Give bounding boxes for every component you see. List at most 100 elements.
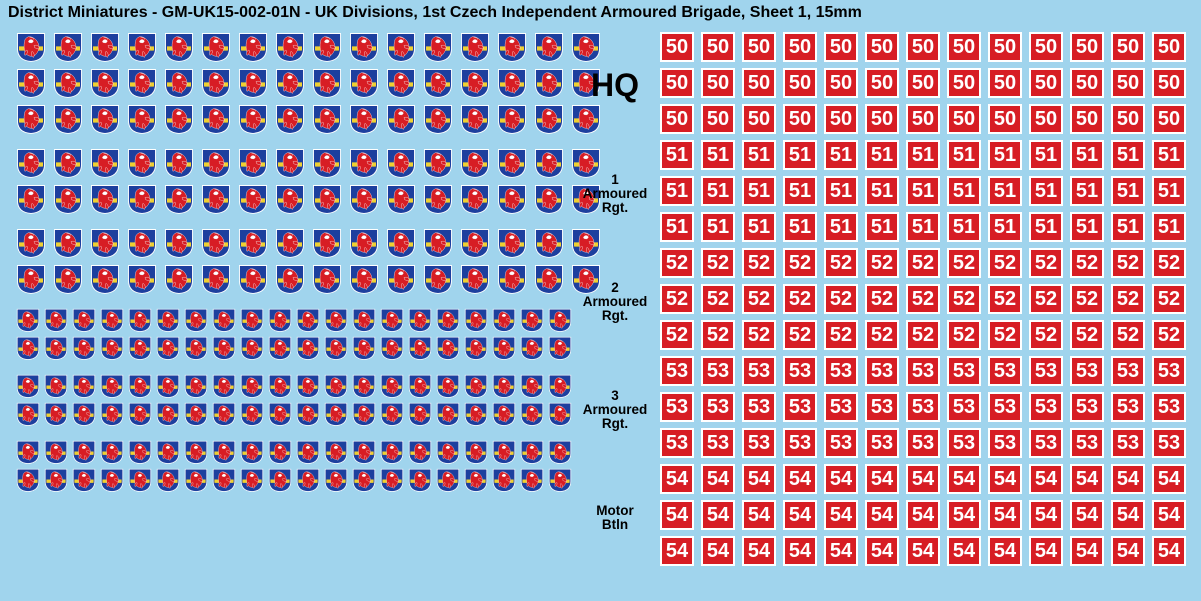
czech-lion-shield-icon: [497, 228, 527, 258]
unit-number-decal: 50: [1111, 68, 1145, 98]
unit-number-decal: 52: [701, 248, 735, 278]
czech-lion-shield-icon: [164, 264, 194, 294]
unit-number-decal: 51: [824, 212, 858, 242]
czech-lion-shield-icon: [156, 308, 180, 332]
unit-number-decal: 50: [701, 68, 735, 98]
czech-lion-shield-icon: [423, 32, 453, 62]
decal-rows: 5252525252525252525252525252525252525252…: [660, 248, 1186, 356]
czech-lion-shield-icon: [268, 468, 292, 492]
unit-number-decal: 54: [1070, 536, 1104, 566]
unit-number-decal: 51: [947, 212, 981, 242]
unit-number-decal: 54: [742, 500, 776, 530]
unit-number-decal: 53: [947, 428, 981, 458]
unit-number-decal: 52: [947, 284, 981, 314]
czech-lion-shield-icon: [184, 308, 208, 332]
czech-lion-shield-icon: [156, 336, 180, 360]
unit-number-decal: 52: [1070, 320, 1104, 350]
czech-lion-shield-icon: [238, 32, 268, 62]
czech-lion-shield-icon: [349, 228, 379, 258]
unit-number-decal: 53: [906, 428, 940, 458]
unit-number-decal: 50: [988, 104, 1022, 134]
czech-lion-shield-icon: [16, 148, 46, 178]
czech-lion-shield-icon: [44, 402, 68, 426]
shield-group: [16, 440, 576, 492]
czech-lion-shield-icon: [268, 336, 292, 360]
czech-lion-shield-icon: [312, 264, 342, 294]
unit-number-decal: 50: [906, 104, 940, 134]
unit-label-line: HQ: [576, 69, 654, 103]
czech-lion-shield-icon: [164, 228, 194, 258]
czech-lion-shield-icon: [497, 104, 527, 134]
czech-lion-shield-icon: [497, 148, 527, 178]
czech-lion-shield-icon: [212, 308, 236, 332]
unit-number-decal: 50: [865, 68, 899, 98]
unit-number-decal: 52: [742, 320, 776, 350]
czech-lion-shield-icon: [296, 468, 320, 492]
decal-rows: 5050505050505050505050505050505050505050…: [660, 32, 1186, 140]
czech-lion-shield-icon: [90, 184, 120, 214]
unit-number-decal: 54: [701, 464, 735, 494]
unit-number-decal: 54: [824, 536, 858, 566]
shield-row: [16, 104, 576, 134]
czech-lion-shield-icon: [201, 68, 231, 98]
unit-number-decal: 52: [988, 320, 1022, 350]
shield-row: [16, 402, 576, 426]
czech-lion-shield-icon: [352, 336, 376, 360]
unit-number-decal: 51: [1111, 212, 1145, 242]
unit-number-decal: 53: [660, 392, 694, 422]
czech-lion-shield-icon: [90, 32, 120, 62]
unit-number-decal: 50: [1029, 104, 1063, 134]
unit-label: MotorBtln: [576, 504, 660, 532]
czech-lion-shield-icon: [423, 148, 453, 178]
czech-lion-shield-icon: [497, 68, 527, 98]
czech-lion-shield-icon: [212, 468, 236, 492]
unit-number-decal: 51: [988, 212, 1022, 242]
unit-number-decal: 53: [1070, 356, 1104, 386]
czech-lion-shield-icon: [16, 402, 40, 426]
unit-number-decal: 54: [906, 536, 940, 566]
czech-lion-shield-icon: [275, 104, 305, 134]
czech-lion-shield-icon: [380, 336, 404, 360]
czech-lion-shield-icon: [16, 308, 40, 332]
czech-lion-shield-icon: [72, 336, 96, 360]
czech-lion-shield-icon: [312, 32, 342, 62]
czech-lion-shield-icon: [349, 264, 379, 294]
czech-lion-shield-icon: [312, 104, 342, 134]
unit-number-decal: 52: [824, 320, 858, 350]
unit-number-decal: 54: [1070, 500, 1104, 530]
unit-number-decal: 52: [660, 320, 694, 350]
czech-lion-shield-icon: [240, 402, 264, 426]
unit-number-decal: 51: [988, 140, 1022, 170]
czech-lion-shield-icon: [44, 440, 68, 464]
czech-lion-shield-icon: [72, 468, 96, 492]
shield-row: [16, 184, 576, 214]
unit-number-decal: 52: [947, 320, 981, 350]
unit-number-decal: 53: [1029, 392, 1063, 422]
unit-number-decal: 51: [906, 212, 940, 242]
czech-lion-shield-icon: [100, 468, 124, 492]
unit-number-decal: 50: [1152, 104, 1186, 134]
unit-number-decal: 50: [660, 104, 694, 134]
czech-lion-shield-icon: [184, 402, 208, 426]
unit-number-decal: 51: [742, 140, 776, 170]
shield-row: [16, 374, 576, 398]
czech-lion-shield-icon: [520, 440, 544, 464]
czech-lion-shield-icon: [386, 264, 416, 294]
unit-number-decal: 52: [701, 284, 735, 314]
czech-lion-shield-icon: [548, 336, 572, 360]
shield-row: [16, 308, 576, 332]
czech-lion-shield-icon: [44, 336, 68, 360]
unit-number-decal: 51: [783, 140, 817, 170]
unit-number-decal: 53: [865, 428, 899, 458]
decal-row: 53535353535353535353535353: [660, 356, 1186, 386]
czech-lion-shield-icon: [312, 228, 342, 258]
czech-lion-shield-icon: [164, 148, 194, 178]
czech-lion-shield-icon: [349, 32, 379, 62]
unit-number-decal: 51: [1029, 176, 1063, 206]
decal-rows: 5353535353535353535353535353535353535353…: [660, 356, 1186, 464]
czech-lion-shield-icon: [238, 68, 268, 98]
unit-number-decal: 50: [947, 68, 981, 98]
decal-row: 50505050505050505050505050: [660, 32, 1186, 62]
unit-number-decal: 52: [1111, 284, 1145, 314]
czech-lion-shield-icon: [128, 336, 152, 360]
